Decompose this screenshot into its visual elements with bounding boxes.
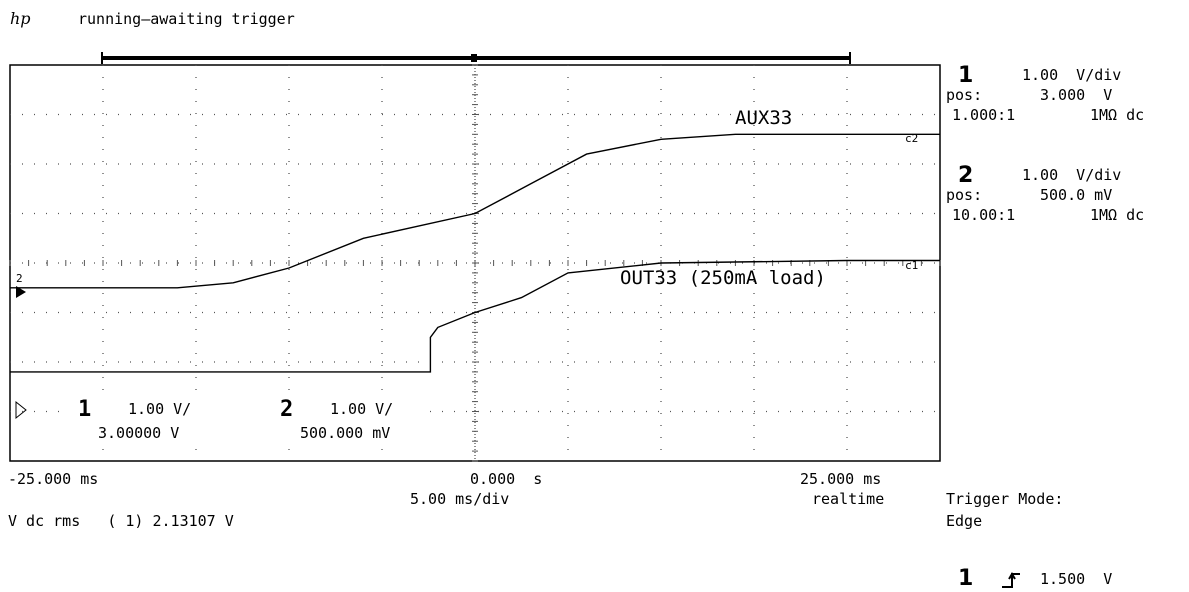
ch1-pos-label: pos: — [946, 86, 983, 104]
out33-trace — [10, 259, 940, 373]
ch2-pos-label: pos: — [946, 186, 983, 204]
ch2-ground-marker-label: 2 — [16, 272, 23, 285]
aux33-trace-label: AUX33 — [735, 107, 792, 129]
traces — [10, 133, 940, 373]
rising-edge-icon — [1002, 572, 1020, 588]
acquisition-status: running—awaiting trigger — [78, 10, 295, 28]
onscreen-readout-bg — [70, 396, 430, 440]
hp-logo: hp — [10, 9, 31, 28]
ch2-scale: 1.00 V/div — [1022, 166, 1122, 184]
c1-marker: c1 — [905, 259, 918, 272]
x-axis-right-label: 25.000 ms — [800, 470, 882, 488]
trigger-source: 1 — [958, 566, 974, 591]
ch1-ground-marker-icon — [15, 400, 27, 420]
trigger-mode-label: Trigger Mode: — [946, 490, 1064, 508]
x-axis-left-label: -25.000 ms — [8, 470, 99, 488]
ch1-probe: 1.000:1 — [952, 106, 1016, 124]
onscreen-ch2-scale: 1.00 V/ — [330, 400, 393, 418]
trigger-mode-value: Edge — [946, 512, 983, 530]
acquisition-mode: realtime — [812, 490, 885, 508]
measurement-readout: V dc rms ( 1) 2.13107 V — [8, 512, 234, 530]
onscreen-ch1-offset: 3.00000 V — [98, 424, 179, 442]
ch2-pos-value: 500.0 mV — [1040, 186, 1113, 204]
memory-bar-marker — [471, 54, 477, 62]
ch2-number: 2 — [958, 163, 974, 188]
timebase: 5.00 ms/div — [410, 490, 510, 508]
ch1-pos-value: 3.000 V — [1040, 86, 1113, 104]
c2-marker: c2 — [905, 132, 918, 145]
onscreen-ch1-scale: 1.00 V/ — [128, 400, 191, 418]
graticule-grid — [9, 64, 941, 462]
ch2-coupling: 1MΩ dc — [1090, 206, 1145, 224]
ch1-scale: 1.00 V/div — [1022, 66, 1122, 84]
trigger-level: 1.500 V — [1040, 570, 1113, 588]
x-axis-center-label: 0.000 s — [470, 470, 543, 488]
onscreen-ch1-number: 1 — [78, 397, 91, 422]
onscreen-ch2-number: 2 — [280, 397, 293, 422]
aux33-trace — [10, 133, 940, 289]
ch2-ground-marker-icon — [16, 286, 26, 298]
onscreen-ch2-offset: 500.000 mV — [300, 424, 390, 442]
ch1-coupling: 1MΩ dc — [1090, 106, 1145, 124]
ch1-number: 1 — [958, 63, 974, 88]
ch2-probe: 10.00:1 — [952, 206, 1016, 224]
out33-trace-label: OUT33 (250mA load) — [620, 267, 826, 289]
